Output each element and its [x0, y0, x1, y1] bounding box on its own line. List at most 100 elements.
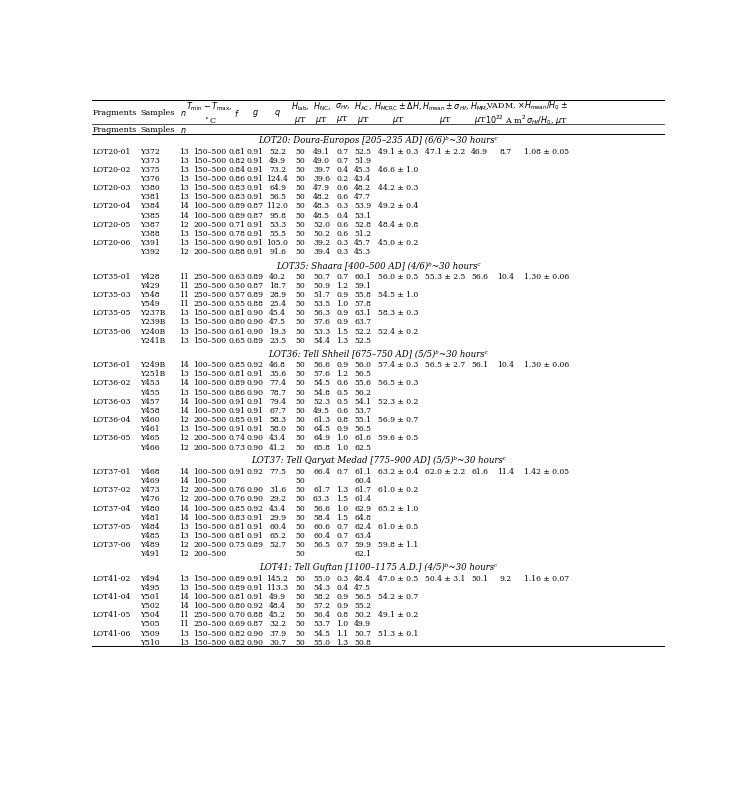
- Text: 47.0 ± 0.5: 47.0 ± 0.5: [378, 574, 418, 582]
- Text: 250–500: 250–500: [193, 300, 227, 308]
- Text: 50: 50: [295, 532, 306, 540]
- Text: 12: 12: [179, 443, 189, 451]
- Text: 0.89: 0.89: [246, 336, 263, 344]
- Text: 150–500: 150–500: [193, 425, 227, 433]
- Text: 100–500: 100–500: [193, 504, 227, 512]
- Text: 0.81: 0.81: [229, 147, 246, 155]
- Text: 0.91: 0.91: [246, 165, 263, 173]
- Text: 50: 50: [295, 147, 306, 155]
- Text: 50: 50: [295, 495, 306, 503]
- Text: Y380: Y380: [140, 184, 160, 192]
- Text: 50: 50: [295, 309, 306, 317]
- Text: 0.91: 0.91: [246, 147, 263, 155]
- Text: 46.9: 46.9: [472, 147, 489, 155]
- Text: Y473: Y473: [140, 486, 160, 494]
- Text: 12: 12: [179, 540, 189, 548]
- Text: 10.4: 10.4: [497, 361, 514, 369]
- Text: 52.8: 52.8: [354, 221, 371, 229]
- Text: 65.2: 65.2: [269, 532, 286, 540]
- Text: 0.87: 0.87: [246, 620, 263, 628]
- Text: 45.4: 45.4: [269, 309, 286, 317]
- Text: 1.0: 1.0: [336, 434, 348, 442]
- Text: 150–500: 150–500: [193, 629, 227, 637]
- Text: 60.1: 60.1: [354, 272, 371, 280]
- Text: 48.4: 48.4: [269, 601, 286, 609]
- Text: 0.89: 0.89: [246, 291, 263, 299]
- Text: 100–500: 100–500: [193, 379, 227, 387]
- Text: 62.0 ± 2.2: 62.0 ± 2.2: [425, 467, 466, 475]
- Text: 48.3: 48.3: [313, 202, 330, 210]
- Text: 0.90: 0.90: [229, 238, 246, 247]
- Text: 0.91: 0.91: [229, 467, 246, 475]
- Text: Y501: Y501: [140, 593, 160, 601]
- Text: 0.78: 0.78: [229, 230, 246, 238]
- Text: 0.57: 0.57: [229, 291, 246, 299]
- Text: 61.6: 61.6: [472, 467, 489, 475]
- Text: 57.6: 57.6: [313, 370, 330, 377]
- Text: 1.2: 1.2: [336, 281, 348, 289]
- Text: $T_{\rm min}-T_{\rm max}$,
$^\circ$C: $T_{\rm min}-T_{\rm max}$, $^\circ$C: [187, 100, 233, 126]
- Text: 50.4 ± 3.1: 50.4 ± 3.1: [425, 574, 466, 582]
- Text: 0.6: 0.6: [336, 221, 348, 229]
- Text: 0.89: 0.89: [229, 202, 246, 210]
- Text: Y495: Y495: [140, 583, 160, 591]
- Text: 0.91: 0.91: [246, 238, 263, 247]
- Text: 1.08 ± 0.05: 1.08 ± 0.05: [524, 147, 569, 155]
- Text: 50: 50: [295, 230, 306, 238]
- Text: 56.4: 56.4: [313, 610, 330, 618]
- Text: LOT37-02: LOT37-02: [93, 486, 131, 494]
- Text: 50: 50: [295, 522, 306, 530]
- Text: 13: 13: [179, 309, 189, 317]
- Text: 0.8: 0.8: [336, 416, 348, 423]
- Text: 50: 50: [295, 193, 306, 201]
- Text: LOT36: Tell Shheil [675–750 AD] (5/5)ᵇ~30 hoursᶜ: LOT36: Tell Shheil [675–750 AD] (5/5)ᵇ~3…: [269, 349, 488, 358]
- Text: Y549: Y549: [140, 300, 160, 308]
- Text: 12: 12: [179, 486, 189, 494]
- Text: 150–500: 150–500: [193, 532, 227, 540]
- Text: Y457: Y457: [140, 397, 160, 406]
- Text: 150–500: 150–500: [193, 522, 227, 530]
- Text: 0.81: 0.81: [229, 309, 246, 317]
- Text: Y502: Y502: [140, 601, 160, 609]
- Text: LOT36-01: LOT36-01: [93, 361, 131, 369]
- Text: Y241B: Y241B: [140, 336, 165, 344]
- Text: Y504: Y504: [140, 610, 160, 618]
- Text: Y505: Y505: [140, 620, 160, 628]
- Text: 45.0 ± 0.2: 45.0 ± 0.2: [378, 238, 418, 247]
- Text: 50: 50: [295, 175, 306, 183]
- Text: 47.5: 47.5: [354, 583, 371, 591]
- Text: 35.6: 35.6: [269, 370, 286, 377]
- Text: 0.91: 0.91: [246, 583, 263, 591]
- Text: 0.87: 0.87: [246, 211, 263, 219]
- Text: LOT41-05: LOT41-05: [93, 610, 131, 618]
- Text: 0.89: 0.89: [229, 379, 246, 387]
- Text: 14: 14: [179, 601, 189, 609]
- Text: 50: 50: [295, 425, 306, 433]
- Text: 53.3: 53.3: [269, 221, 286, 229]
- Text: 0.9: 0.9: [336, 361, 348, 369]
- Text: 62.4: 62.4: [354, 522, 371, 530]
- Text: 12: 12: [179, 221, 189, 229]
- Text: 0.3: 0.3: [336, 238, 348, 247]
- Text: 1.42 ± 0.05: 1.42 ± 0.05: [524, 467, 569, 475]
- Text: Y509: Y509: [140, 629, 160, 637]
- Text: 51.9: 51.9: [354, 157, 371, 165]
- Text: LOT20-02: LOT20-02: [93, 165, 131, 173]
- Text: 100–500: 100–500: [193, 361, 227, 369]
- Text: 50: 50: [295, 476, 306, 484]
- Text: 0.90: 0.90: [246, 638, 263, 646]
- Text: 0.7: 0.7: [336, 532, 348, 540]
- Text: 0.6: 0.6: [336, 184, 348, 192]
- Text: 13: 13: [179, 388, 189, 396]
- Text: 0.7: 0.7: [336, 540, 348, 548]
- Text: 150–500: 150–500: [193, 327, 227, 335]
- Text: 50: 50: [295, 248, 306, 256]
- Text: 250–500: 250–500: [193, 291, 227, 299]
- Text: 0.69: 0.69: [229, 620, 246, 628]
- Text: 0.90: 0.90: [246, 379, 263, 387]
- Text: 0.91: 0.91: [246, 175, 263, 183]
- Text: 50: 50: [295, 397, 306, 406]
- Text: 50: 50: [295, 370, 306, 377]
- Text: 0.91: 0.91: [246, 248, 263, 256]
- Text: LOT20: Doura-Europos [205–235 AD] (6/6)ᵇ~30 hoursᶜ: LOT20: Doura-Europos [205–235 AD] (6/6)ᵇ…: [258, 136, 498, 145]
